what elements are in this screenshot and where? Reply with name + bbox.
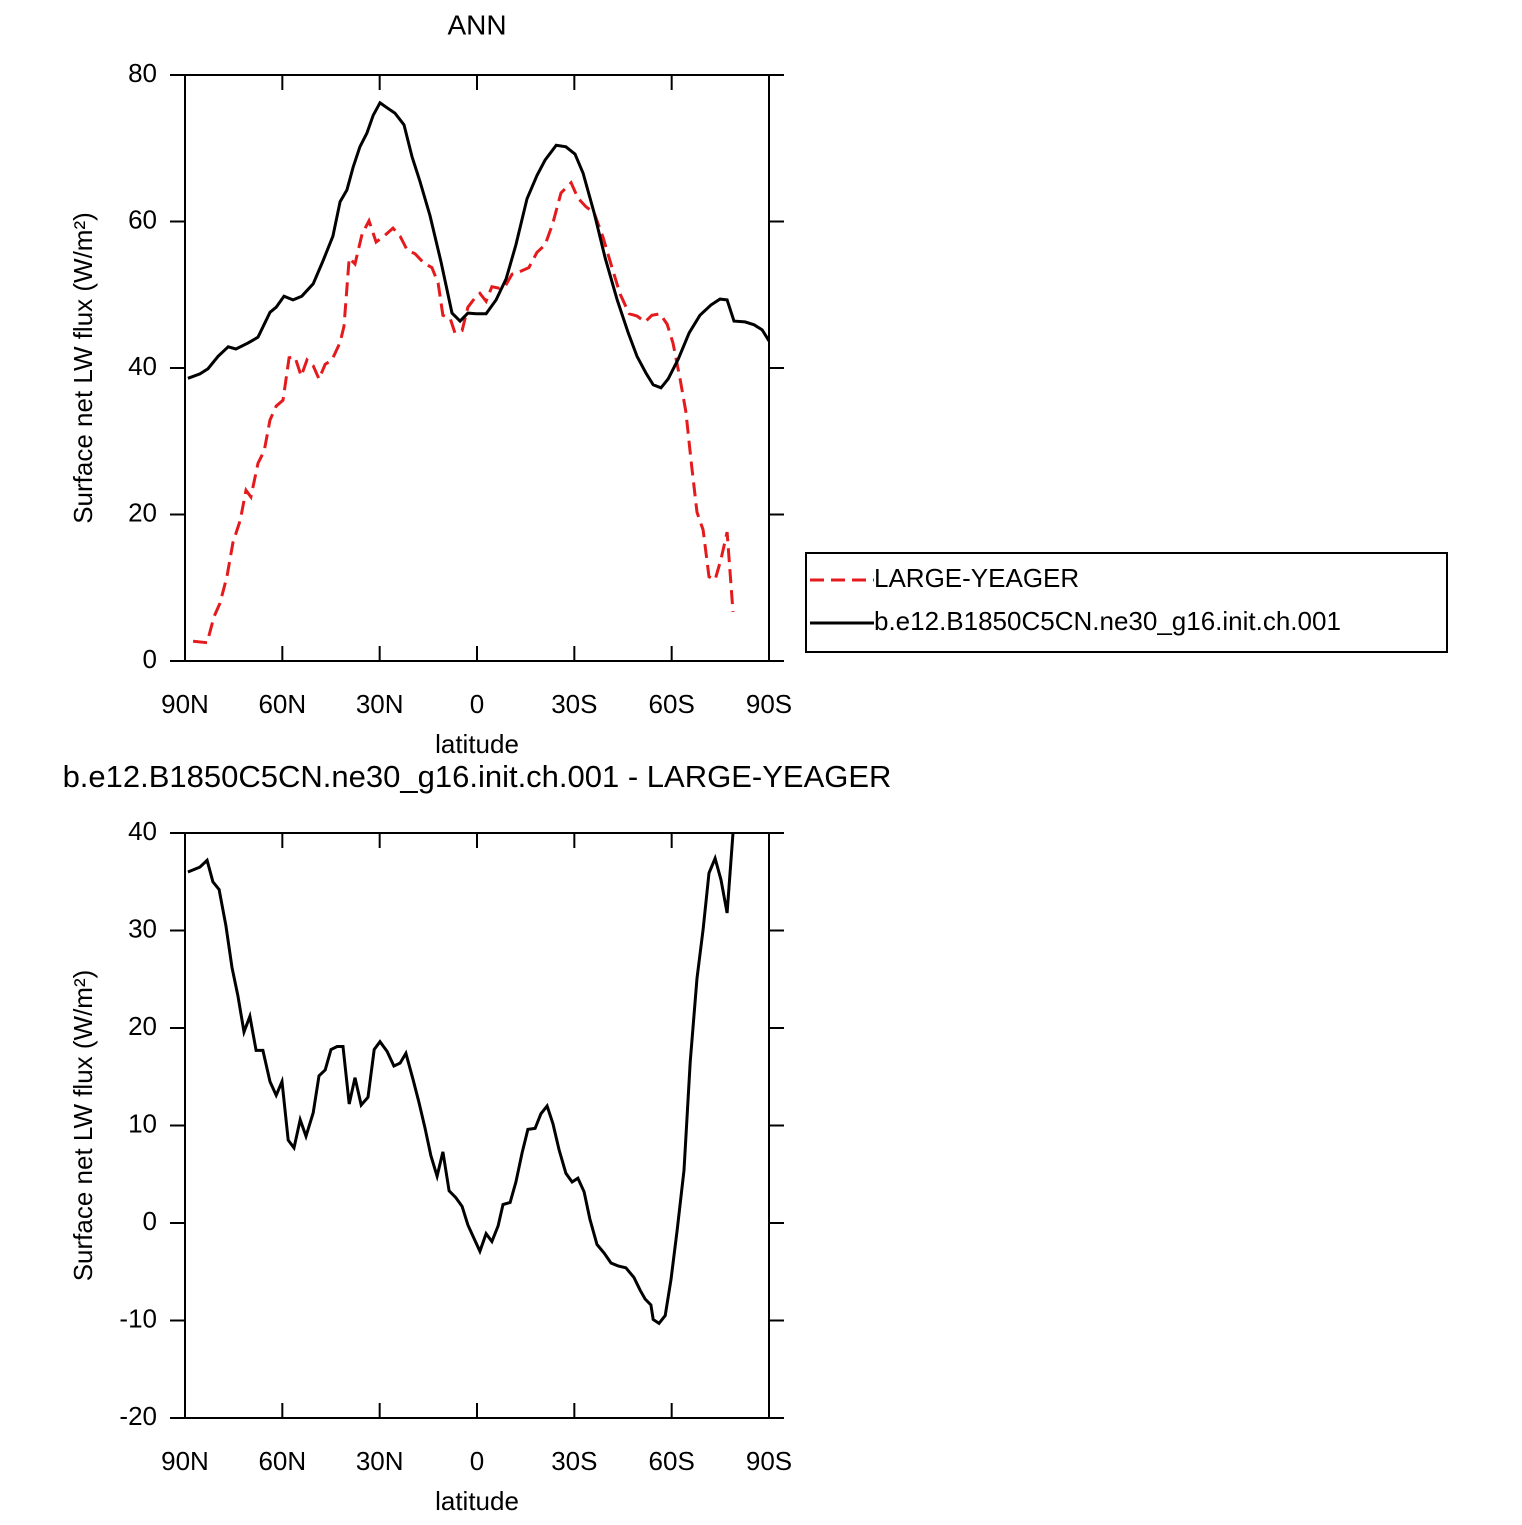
x-tick-label: 90S xyxy=(746,689,792,719)
x-tick-label: 60N xyxy=(258,1446,306,1476)
x-tick-label: 0 xyxy=(470,1446,484,1476)
x-tick-label: 30N xyxy=(356,1446,404,1476)
x-tick-label: 60S xyxy=(649,1446,695,1476)
legend-label: LARGE-YEAGER xyxy=(874,563,1079,593)
y-tick-label: 40 xyxy=(128,351,157,381)
y-tick-label: 20 xyxy=(128,497,157,527)
lines xyxy=(187,832,735,1326)
y-tick-label: 40 xyxy=(128,816,157,846)
y-tick-label: 30 xyxy=(128,913,157,943)
data-line xyxy=(192,180,735,645)
x-tick-label: 90N xyxy=(161,689,209,719)
x-tick-label: 30N xyxy=(356,689,404,719)
legend-box xyxy=(805,552,1448,653)
x-tick-label: 30S xyxy=(551,1446,597,1476)
x-tick-label: 0 xyxy=(470,689,484,719)
plot-frame xyxy=(184,832,770,1419)
legend-label: b.e12.B1850C5CN.ne30_g16.init.ch.001 xyxy=(874,606,1341,636)
x-tick-label: 30S xyxy=(551,689,597,719)
chart-title: ANN xyxy=(447,9,506,40)
plot-frame xyxy=(184,74,770,662)
chart-title: b.e12.B1850C5CN.ne30_g16.init.ch.001 - L… xyxy=(63,759,892,794)
data-line xyxy=(187,832,735,1326)
y-tick-label: 0 xyxy=(143,644,157,674)
y-tick-label: -20 xyxy=(119,1401,157,1431)
x-axis-label: latitude xyxy=(435,729,519,759)
y-axis-label: Surface net LW flux (W/m²) xyxy=(68,212,98,524)
y-tick-label: 60 xyxy=(128,204,157,234)
y-tick-label: 0 xyxy=(143,1206,157,1236)
y-tick-label: 20 xyxy=(128,1011,157,1041)
data-line xyxy=(187,100,769,390)
x-axis-label: latitude xyxy=(435,1486,519,1516)
x-tick-label: 90S xyxy=(746,1446,792,1476)
y-tick-label: 10 xyxy=(128,1108,157,1138)
x-tick-label: 60S xyxy=(649,689,695,719)
x-tick-label: 60N xyxy=(258,689,306,719)
lines xyxy=(187,100,769,645)
x-tick-label: 90N xyxy=(161,1446,209,1476)
y-tick-label: 80 xyxy=(128,58,157,88)
y-tick-label: -10 xyxy=(119,1303,157,1333)
y-axis-label: Surface net LW flux (W/m²) xyxy=(68,970,98,1282)
